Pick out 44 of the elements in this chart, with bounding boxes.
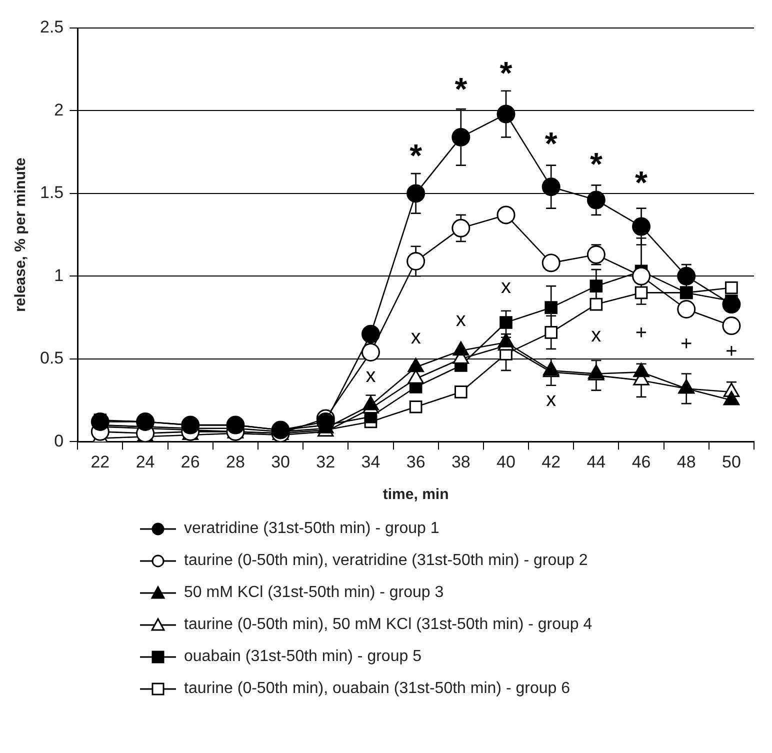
x-tick-label: 36 (406, 452, 426, 472)
annotation: x (501, 276, 511, 298)
x-tick-label: 46 (632, 452, 651, 472)
x-axis-title: time, min (382, 486, 449, 504)
annotation: * (590, 146, 603, 182)
annotation: * (500, 54, 513, 91)
x-tick-label: 38 (451, 452, 470, 472)
x-tick-label: 32 (316, 452, 336, 472)
legend-label: ouabain (31st-50th min) - group 5 (184, 648, 422, 666)
annotation: * (544, 126, 558, 162)
y-tick-label: 1.5 (40, 183, 64, 202)
x-tick-label: 30 (271, 452, 290, 472)
legend-label: taurine (0-50th min), ouabain (31st-50th min) - group 6 (184, 680, 570, 698)
annotation: + (635, 322, 648, 344)
legend-label: 50 mM KCl (31st-50th min) - group 3 (184, 584, 444, 602)
y-axis-title: release, % per minute (12, 158, 30, 312)
x-tick-label: 34 (361, 452, 380, 472)
x-tick-label: 26 (180, 452, 200, 472)
x-tick-label: 50 (722, 452, 741, 472)
legend-label: taurine (0-50th min), 50 mM KCl (31st-50th min) - group 4 (184, 616, 592, 634)
legend-label: taurine (0-50th min), veratridine (31st-50th min) - group 2 (184, 552, 588, 570)
x-tick-label: 22 (90, 452, 110, 472)
x-tick-label: 42 (542, 452, 561, 472)
annotation: * (635, 164, 648, 200)
annotation: x (410, 326, 421, 349)
x-tick-label: 28 (226, 452, 245, 472)
y-tick-label: 0 (54, 431, 64, 450)
x-tick-label: 48 (676, 452, 696, 472)
annotation: x (546, 388, 556, 411)
y-tick-label: 2.5 (40, 18, 64, 37)
x-tick-label: 40 (496, 452, 516, 472)
annotation: + (680, 333, 692, 356)
x-tick-label: 44 (586, 452, 606, 472)
annotation: x (456, 309, 466, 332)
annotation: x (591, 324, 602, 346)
annotation: * (454, 71, 468, 108)
annotation: x (366, 364, 376, 387)
x-tick-label: 24 (136, 452, 155, 472)
y-tick-label: 0.5 (40, 348, 64, 368)
y-tick-label: 1 (54, 266, 64, 285)
annotation: * (410, 137, 423, 174)
y-tick-label: 2 (54, 100, 64, 120)
annotation: + (726, 340, 738, 362)
legend-label: veratridine (31st-50th min) - group 1 (184, 520, 440, 538)
